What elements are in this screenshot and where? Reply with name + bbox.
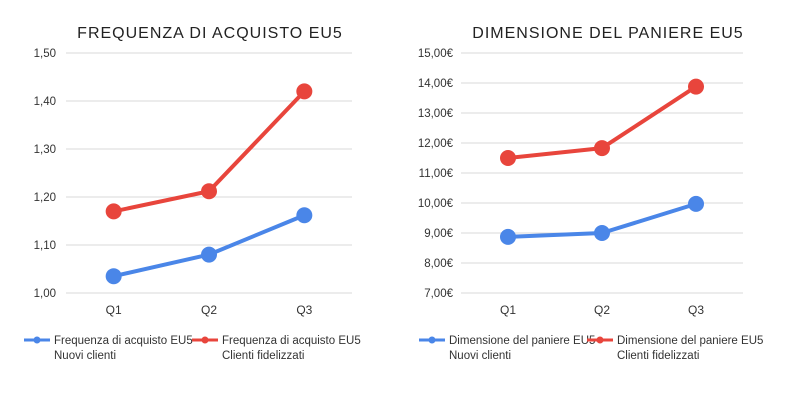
x-tick-label: Q3 xyxy=(688,303,704,317)
y-tick-label: 11,00€ xyxy=(419,168,454,180)
data-point xyxy=(500,228,516,245)
y-tick-label: 9,00€ xyxy=(424,228,453,240)
purchase-frequency-chart: FREQUENZA DI ACQUISTO EU5 1,00 1,10 1,20 1,… xyxy=(24,25,361,362)
chart-title: FREQUENZA DI ACQUISTO EU5 xyxy=(77,25,343,42)
x-tick-label: Q3 xyxy=(296,303,312,317)
legend-marker xyxy=(428,336,436,344)
x-tick-label: Q2 xyxy=(201,303,217,317)
x-tick-label: Q1 xyxy=(106,303,122,317)
legend-label: Dimensione del paniere EU5 xyxy=(617,335,763,347)
y-tick-label: 1,40 xyxy=(34,96,56,108)
data-point xyxy=(201,183,217,200)
series-line xyxy=(111,213,307,279)
y-tick-label: 8,00€ xyxy=(424,258,453,270)
legend-marker xyxy=(201,336,209,344)
data-point xyxy=(105,203,122,220)
data-point xyxy=(688,78,704,95)
data-point xyxy=(594,225,610,241)
data-point xyxy=(296,207,313,224)
data-point xyxy=(500,150,516,166)
data-point xyxy=(296,83,313,100)
data-point xyxy=(688,195,704,212)
x-tick-label: Q2 xyxy=(594,303,610,317)
y-tick-label: 1,30 xyxy=(34,144,56,156)
legend-marker xyxy=(33,336,41,344)
legend-label: Nuovi clienti xyxy=(54,350,116,362)
x-tick-label: Q1 xyxy=(500,303,516,317)
y-tick-label: 1,50 xyxy=(34,48,56,60)
y-tick-label: 1,00 xyxy=(34,288,56,300)
basket-size-chart: DIMENSIONE DEL PANIERE EU5 7,00€ 8,00€ 9,0… xyxy=(418,25,764,362)
y-tick-label: 10,00€ xyxy=(418,198,454,210)
legend-label: Frequenza di acquisto EU5 xyxy=(54,335,193,347)
data-point xyxy=(105,268,122,285)
y-tick-label: 7,00€ xyxy=(424,288,453,300)
y-tick-label: 14,00€ xyxy=(418,78,454,90)
legend-label: Frequenza di acquisto EU5 xyxy=(222,335,361,347)
legend-label: Nuovi clienti xyxy=(449,350,511,362)
legend-label: Dimensione del paniere EU5 xyxy=(449,335,595,347)
y-tick-label: 12,00€ xyxy=(418,138,454,150)
y-tick-label: 1,10 xyxy=(34,240,56,252)
y-tick-label: 15,00€ xyxy=(418,48,454,60)
legend-marker xyxy=(596,336,604,344)
data-point xyxy=(201,246,217,263)
legend-label: Clienti fidelizzati xyxy=(617,350,699,362)
y-tick-label: 13,00€ xyxy=(418,108,454,120)
data-point xyxy=(594,140,610,157)
y-tick-label: 1,20 xyxy=(34,192,56,204)
chart-title: DIMENSIONE DEL PANIERE EU5 xyxy=(472,25,743,42)
legend-label: Clienti fidelizzati xyxy=(222,350,304,362)
